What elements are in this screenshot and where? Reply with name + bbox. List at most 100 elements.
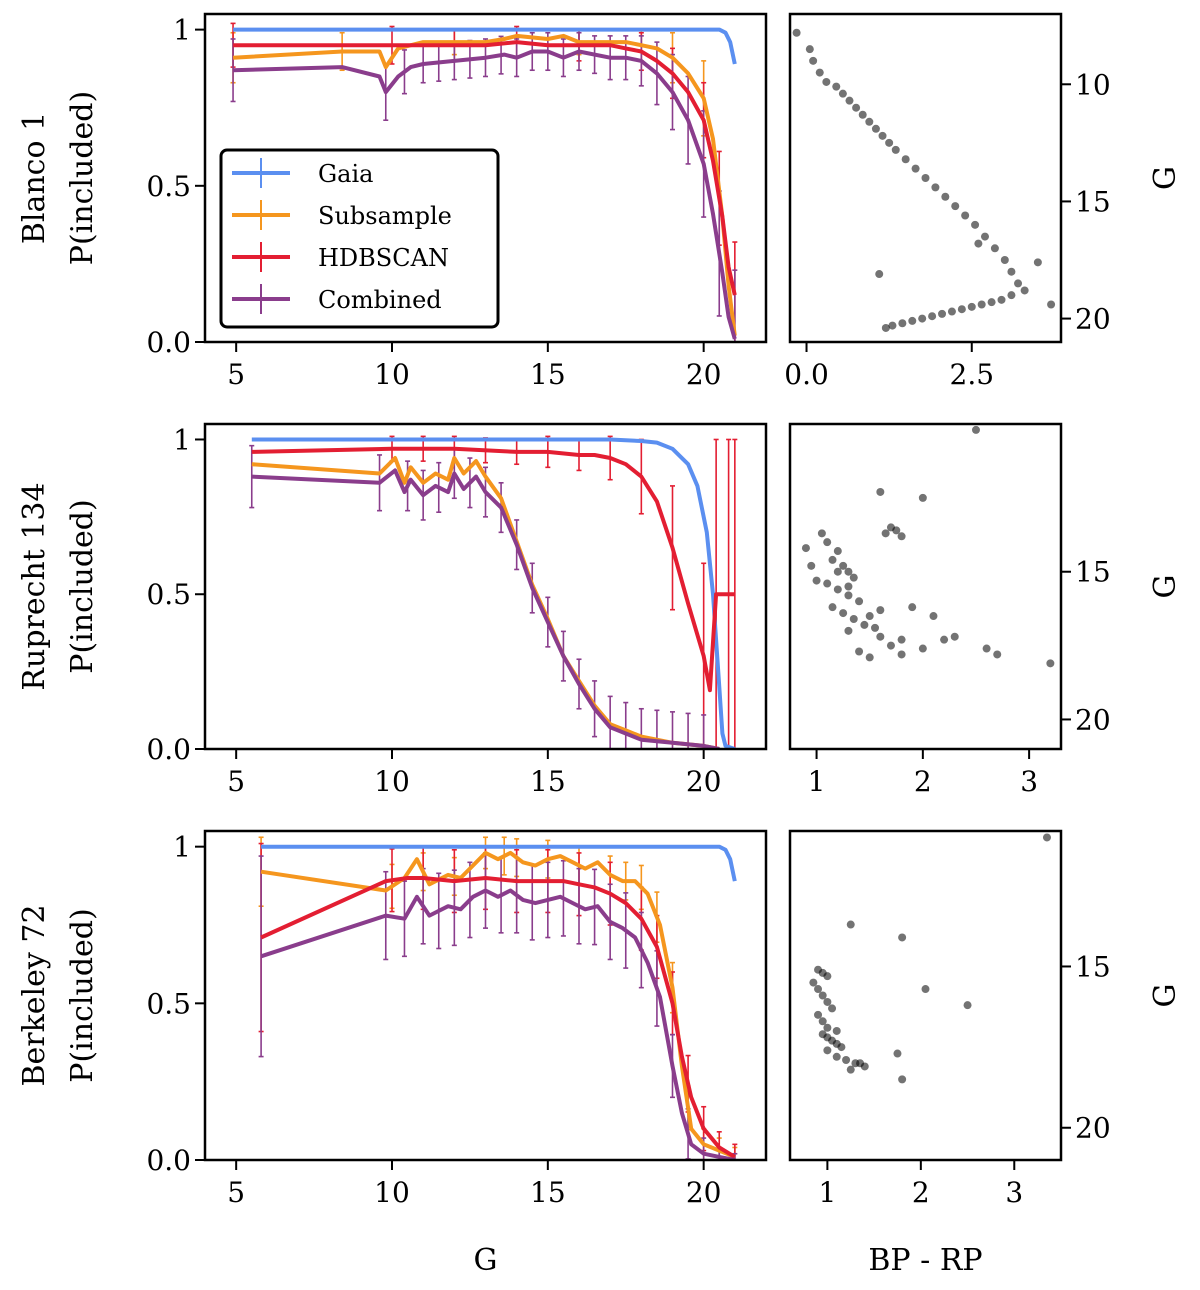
scatter-point	[977, 300, 986, 309]
x-tick-label: 15	[530, 358, 566, 391]
scatter-point	[828, 555, 837, 564]
scatter-point	[801, 544, 810, 553]
scatter-point	[891, 145, 900, 154]
scatter-point	[828, 603, 837, 612]
scatter-point	[805, 45, 814, 54]
scatter-point	[842, 1056, 851, 1065]
legend-label: Combined	[318, 286, 442, 314]
scatter-point	[839, 609, 848, 618]
scatter-point	[888, 321, 897, 330]
scatter-point	[823, 1046, 832, 1055]
scatter-point	[1042, 833, 1051, 842]
scatter-point	[1007, 291, 1016, 300]
scatter-point	[1007, 267, 1016, 276]
scatter-point	[822, 77, 831, 86]
scatter-point	[993, 650, 1002, 659]
scatter-point	[881, 529, 890, 538]
scatter-point	[865, 612, 874, 621]
scatter-point	[885, 138, 894, 147]
series-line-gaia	[233, 27, 737, 65]
scatter-point	[938, 309, 947, 318]
scatter-point	[897, 650, 906, 659]
legend-label: Gaia	[318, 160, 373, 188]
y-tick-label: 0.0	[146, 733, 191, 766]
legend: Gaia Subsample HDBSCAN Combined	[219, 148, 500, 329]
scatter-point	[812, 576, 821, 585]
series-line-hdbscan	[251, 446, 735, 693]
scatter-point	[832, 1052, 841, 1061]
scatter-point	[839, 561, 848, 570]
scatter-point	[856, 1059, 865, 1068]
scatter-point	[871, 623, 880, 632]
y-axis-label: G	[1148, 984, 1183, 1008]
scatter-point	[823, 1023, 832, 1032]
series-line-hdbscan	[233, 40, 737, 296]
series-line-combined	[260, 888, 736, 1160]
x-axis-label: BP - RP	[868, 1243, 982, 1278]
scatter-point	[898, 933, 907, 942]
scatter-point	[846, 920, 855, 929]
x-tick-label: 5	[227, 358, 245, 391]
series-line-subsample	[232, 33, 737, 337]
scatter-point	[833, 585, 842, 594]
x-tick-label: 5	[227, 765, 245, 798]
panel-1: 5 10 15 20 0.0 0.5 1 Blanco 1 P(included)	[17, 12, 768, 391]
y-axis-label: P(included)	[65, 499, 100, 673]
scatter-point	[982, 644, 991, 653]
scatter-point	[941, 192, 950, 201]
y-axis-label: Berkeley 72	[17, 904, 52, 1086]
scatter-point	[878, 131, 887, 140]
series-line-gaia	[251, 437, 736, 749]
scatter-point	[1047, 300, 1056, 309]
scatter-point	[855, 597, 864, 606]
legend-label: HDBSCAN	[318, 244, 449, 272]
scatter-point	[897, 532, 906, 541]
scatter-point	[833, 567, 842, 576]
scatter-point	[947, 307, 956, 316]
scatter-point	[807, 561, 816, 570]
scatter-point	[865, 653, 874, 662]
scatter-point	[838, 89, 847, 98]
scatter-point	[957, 305, 966, 314]
axes-frame	[203, 422, 768, 751]
scatter-point	[849, 615, 858, 623]
plot-area	[801, 425, 1055, 668]
scatter-point	[921, 985, 930, 994]
scatter-point	[898, 1075, 907, 1084]
panel-4: 1 2 3 15 20 G	[788, 422, 1183, 798]
x-tick-label: 20	[686, 358, 722, 391]
panel-2: 0.0 2.5 10 15 20 G	[784, 12, 1183, 391]
y-tick-label: 10	[1075, 68, 1111, 101]
x-tick-label: 2.5	[950, 358, 995, 391]
scatter-point	[855, 647, 864, 656]
scatter-point	[1046, 659, 1055, 668]
legend-box	[219, 148, 500, 329]
scatter-point	[898, 319, 907, 328]
panel-5: 5 10 15 20 0.0 0.5 1 Berkeley 72 P(included) G	[17, 829, 768, 1278]
scatter-point	[881, 323, 890, 332]
scatter-point	[967, 302, 976, 311]
scatter-point	[832, 82, 841, 91]
x-tick-label: 20	[686, 765, 722, 798]
scatter-point	[876, 606, 885, 615]
plot-area	[230, 22, 738, 342]
x-tick-label: 15	[530, 1176, 566, 1209]
scatter-point	[980, 232, 989, 241]
scatter-point	[974, 239, 983, 248]
scatter-point	[845, 96, 854, 105]
scatter-point	[892, 526, 901, 535]
scatter-point	[876, 632, 885, 641]
scatter-point	[844, 626, 853, 635]
scatter-point	[901, 155, 910, 164]
x-tick-label: 10	[374, 765, 410, 798]
x-tick-label: 1	[818, 1176, 836, 1209]
series-line-subsample	[251, 456, 720, 749]
scatter-point	[971, 425, 980, 434]
y-axis-label: G	[1148, 166, 1183, 190]
scatter-point	[893, 1049, 902, 1058]
scatter-point	[911, 164, 920, 173]
scatter-point	[846, 1065, 855, 1074]
axes-frame	[788, 12, 1063, 344]
scatter-point	[823, 579, 832, 588]
x-tick-label: 20	[686, 1176, 722, 1209]
